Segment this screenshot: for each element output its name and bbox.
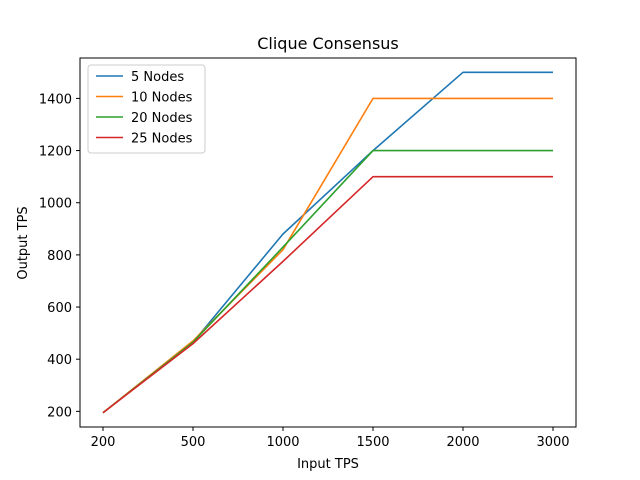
chart-title: Clique Consensus [257,34,399,53]
x-tick-label: 1000 [266,435,299,450]
y-axis-ticks: 200 400 600 800 1000 1200 1400 [39,92,80,420]
legend-label-5-nodes: 5 Nodes [131,70,184,85]
x-tick-label: 2000 [446,435,479,450]
x-tick-label: 200 [91,435,116,450]
plot-area [79,57,577,428]
series-line-10-nodes [102,97,553,414]
legend: 5 Nodes 10 Nodes 20 Nodes 25 Nodes [87,64,206,154]
x-axis-ticks: 200 500 1000 1500 2000 3000 [91,427,570,450]
x-tick-label: 3000 [536,435,569,450]
series-layer [102,71,553,414]
y-tick-label: 200 [47,405,72,420]
y-axis-label: Output TPS [16,206,31,279]
legend-label-10-nodes: 10 Nodes [131,91,193,106]
y-tick-label: 1000 [39,197,72,212]
series-line-20-nodes [102,149,553,414]
x-tick-label: 1500 [356,435,389,450]
plot-frame [79,57,577,428]
legend-frame [87,64,206,154]
y-tick-label: 1400 [39,92,72,107]
y-tick-label: 600 [47,301,72,316]
y-tick-label: 800 [47,249,72,264]
x-axis-label: Input TPS [297,457,359,472]
series-line-25-nodes [102,175,553,414]
legend-label-25-nodes: 25 Nodes [131,132,193,147]
legend-label-20-nodes: 20 Nodes [131,111,193,126]
x-tick-label: 500 [181,435,206,450]
y-tick-label: 400 [47,353,72,368]
y-tick-label: 1200 [39,145,72,160]
